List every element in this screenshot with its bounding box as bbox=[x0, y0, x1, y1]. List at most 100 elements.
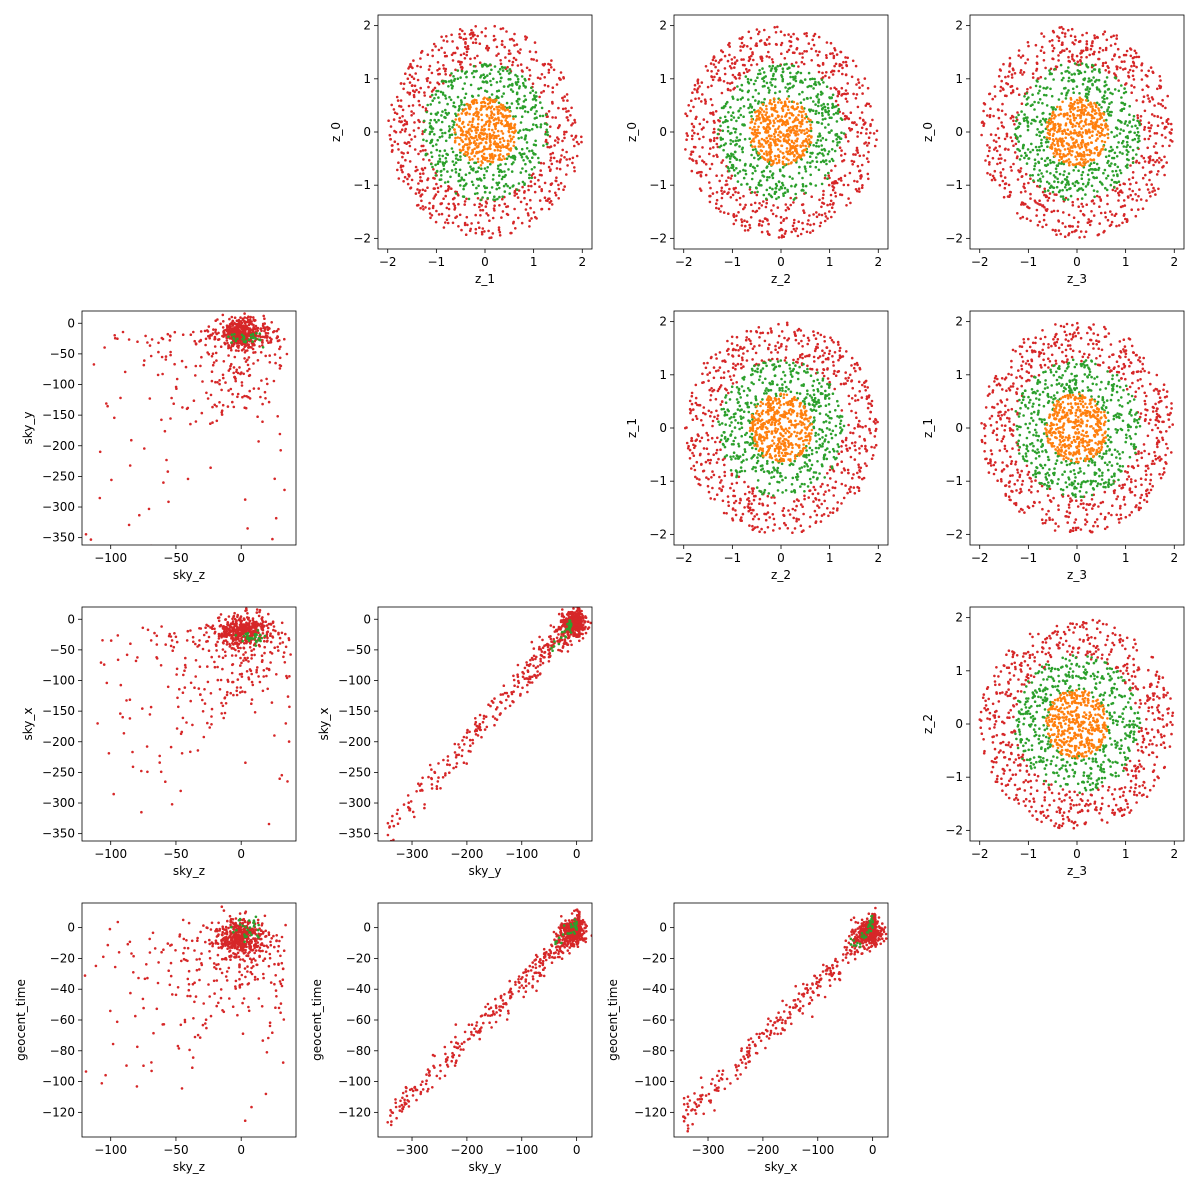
data-point bbox=[537, 178, 540, 182]
data-point bbox=[1035, 208, 1039, 212]
data-point bbox=[812, 144, 815, 147]
data-point bbox=[1127, 150, 1130, 154]
data-point bbox=[470, 180, 474, 184]
data-point bbox=[408, 81, 412, 84]
data-point bbox=[789, 146, 792, 150]
data-point bbox=[495, 181, 499, 185]
data-point bbox=[468, 158, 472, 162]
data-point bbox=[830, 148, 834, 151]
data-point bbox=[421, 105, 425, 109]
data-point bbox=[1038, 89, 1041, 93]
data-point bbox=[1131, 197, 1134, 201]
data-point bbox=[1088, 113, 1091, 117]
data-point bbox=[756, 102, 760, 105]
data-point bbox=[825, 71, 828, 74]
data-point bbox=[485, 97, 489, 100]
data-point bbox=[1045, 104, 1049, 107]
data-point bbox=[500, 43, 504, 46]
data-point bbox=[1087, 93, 1090, 96]
data-point bbox=[501, 104, 505, 107]
data-point bbox=[765, 107, 768, 111]
data-point bbox=[493, 195, 496, 198]
data-point bbox=[1126, 124, 1129, 127]
data-point bbox=[1069, 160, 1072, 164]
data-point bbox=[444, 156, 448, 160]
data-point bbox=[1132, 78, 1136, 81]
data-point bbox=[456, 77, 460, 80]
data-point bbox=[1024, 172, 1028, 176]
data-point bbox=[733, 174, 737, 177]
data-point bbox=[541, 114, 545, 118]
data-point bbox=[1045, 157, 1049, 160]
data-point bbox=[1076, 133, 1079, 137]
data-point bbox=[1061, 31, 1064, 35]
data-point bbox=[522, 100, 526, 103]
data-point bbox=[772, 124, 775, 128]
data-point bbox=[826, 106, 830, 110]
data-point bbox=[770, 159, 774, 163]
data-point bbox=[557, 183, 560, 187]
data-point bbox=[1136, 146, 1140, 150]
data-point bbox=[496, 108, 499, 111]
x-tick-label: 0 bbox=[1073, 255, 1081, 269]
data-point bbox=[1038, 177, 1042, 181]
y-tick-label: −1 bbox=[945, 178, 963, 192]
data-point bbox=[1081, 164, 1084, 168]
data-point bbox=[476, 157, 480, 161]
data-point bbox=[1093, 68, 1097, 71]
data-point bbox=[1075, 54, 1079, 58]
data-point bbox=[719, 124, 722, 128]
data-point bbox=[507, 52, 511, 56]
data-point bbox=[1155, 132, 1159, 135]
data-point bbox=[777, 161, 781, 164]
data-point bbox=[1083, 144, 1087, 147]
data-point bbox=[762, 71, 766, 74]
data-point bbox=[752, 137, 755, 141]
data-point bbox=[442, 64, 445, 67]
data-point bbox=[1036, 149, 1039, 152]
data-point bbox=[489, 162, 492, 166]
data-point bbox=[1152, 145, 1156, 148]
data-point bbox=[486, 196, 490, 200]
data-point bbox=[749, 103, 752, 106]
data-point bbox=[766, 123, 769, 126]
data-point bbox=[1045, 94, 1048, 97]
data-point bbox=[550, 203, 554, 206]
data-point bbox=[1010, 73, 1014, 76]
data-point bbox=[491, 128, 494, 132]
data-point bbox=[426, 79, 429, 83]
x-axis-label: z_3 bbox=[1067, 272, 1087, 286]
data-point bbox=[436, 186, 440, 190]
data-point bbox=[467, 123, 470, 126]
data-point bbox=[457, 194, 460, 197]
data-point bbox=[488, 219, 491, 222]
data-point bbox=[1001, 102, 1004, 106]
data-point bbox=[404, 158, 407, 162]
data-point bbox=[1148, 171, 1152, 174]
data-point bbox=[481, 196, 484, 199]
data-point bbox=[1036, 223, 1040, 227]
data-point bbox=[419, 86, 423, 90]
data-point bbox=[839, 137, 843, 140]
data-point bbox=[730, 62, 734, 65]
data-point bbox=[1131, 74, 1135, 78]
data-point bbox=[488, 72, 492, 75]
data-point bbox=[478, 226, 481, 229]
data-point bbox=[1111, 92, 1114, 96]
data-point bbox=[1005, 94, 1008, 98]
data-point bbox=[742, 58, 745, 61]
data-point bbox=[1141, 88, 1144, 92]
data-point bbox=[225, 339, 229, 342]
data-point bbox=[776, 115, 780, 119]
data-point bbox=[856, 78, 860, 81]
data-point bbox=[748, 188, 752, 191]
data-point bbox=[418, 103, 421, 107]
data-point bbox=[1110, 220, 1114, 224]
data-point bbox=[439, 185, 443, 188]
data-point bbox=[472, 64, 476, 68]
data-point bbox=[794, 149, 797, 153]
data-point bbox=[820, 122, 824, 125]
data-point bbox=[479, 141, 483, 145]
data-point bbox=[434, 193, 438, 196]
data-point bbox=[532, 211, 536, 214]
